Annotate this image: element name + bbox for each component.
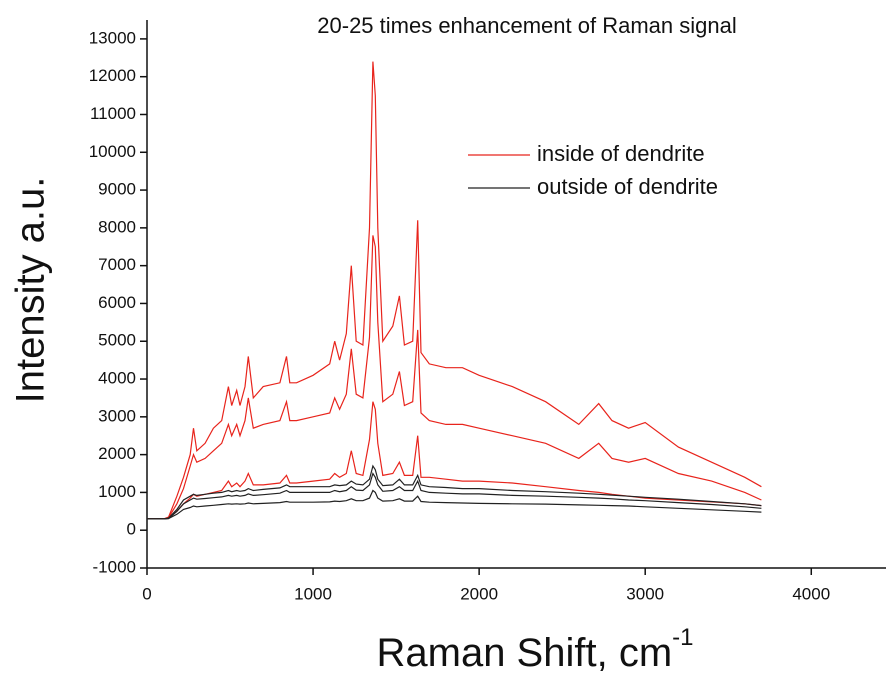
x-axis-label: Raman Shift, cm-1: [377, 624, 694, 674]
y-tick-label: -1000: [93, 557, 136, 576]
x-tick-label: 2000: [460, 584, 498, 603]
y-tick-label: 2000: [98, 444, 136, 463]
spectrum-line: [147, 464, 762, 520]
y-tick-label: 11000: [90, 104, 136, 123]
y-tick-label: 3000: [98, 406, 136, 425]
x-tick-label: 1000: [294, 584, 332, 603]
y-tick-label: 4000: [98, 369, 136, 388]
y-tick-label: 5000: [98, 331, 136, 350]
x-tick-label: 4000: [792, 584, 830, 603]
spectrum-line: [147, 472, 762, 520]
y-tick-label: 6000: [98, 293, 136, 312]
y-tick-label: 1000: [98, 482, 136, 501]
chart-title: 20-25 times enhancement of Raman signal: [317, 13, 736, 38]
x-axis-label-superscript: -1: [672, 624, 693, 651]
legend-label: inside of dendrite: [537, 141, 705, 166]
y-tick-label: 7000: [98, 255, 136, 274]
spectrum-line: [147, 61, 762, 520]
legend-label: outside of dendrite: [537, 174, 718, 199]
spectrum-line: [147, 235, 762, 520]
y-tick-label: 9000: [98, 180, 136, 199]
y-tick-label: 8000: [98, 217, 136, 236]
x-axis-label-text: Raman Shift, cm: [377, 631, 673, 675]
spectrum-line: [147, 489, 762, 520]
spectrum-line: [147, 401, 762, 520]
y-tick-label: 0: [127, 520, 136, 539]
y-axis-label: Intensity a.u.: [9, 177, 53, 404]
x-tick-label: 0: [142, 584, 151, 603]
y-tick-label: 13000: [89, 28, 136, 47]
x-tick-label: 3000: [626, 584, 664, 603]
y-tick-label: 12000: [89, 66, 136, 85]
y-tick-label: 10000: [89, 142, 136, 161]
